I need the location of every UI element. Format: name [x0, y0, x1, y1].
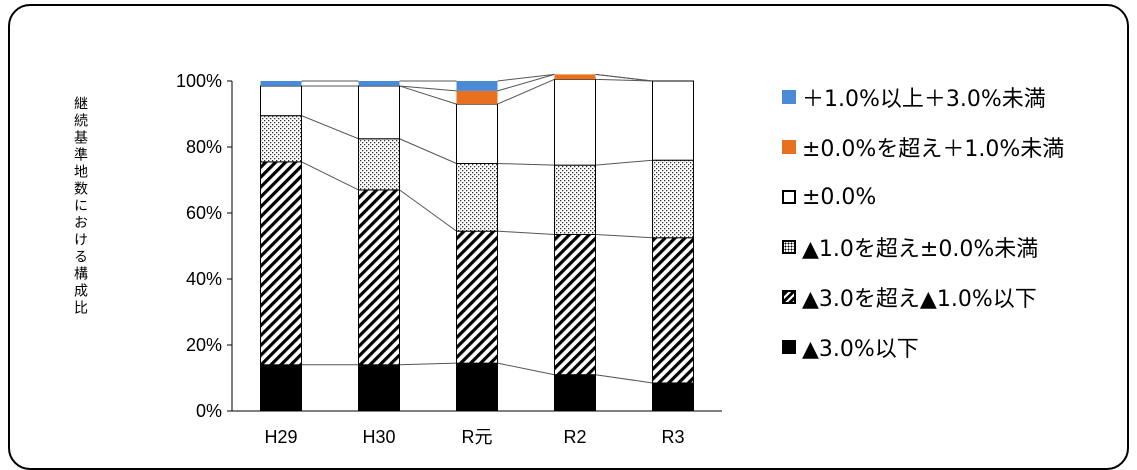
legend-swatch	[782, 240, 796, 254]
series-connector-line	[595, 73, 653, 82]
legend-item: ±0.0%	[782, 172, 1064, 222]
bar-segment	[260, 85, 302, 117]
legend-item: ▲1.0を超え±0.0%未満	[782, 222, 1064, 272]
bar-segment	[652, 159, 694, 239]
legend-item: ＋1.0%以上＋3.0%未満	[782, 72, 1064, 122]
bar-segment	[456, 362, 498, 412]
bar-segment	[554, 164, 596, 235]
y-tick-label: 0%	[196, 401, 222, 421]
y-tick-label: 100%	[176, 71, 222, 91]
legend-label: ▲3.0を超え▲1.0%以下	[802, 287, 1037, 312]
bar-segment	[456, 230, 498, 364]
x-tick-label: H29	[264, 427, 297, 447]
series-connector-line	[399, 85, 457, 92]
bar-segment	[554, 233, 596, 376]
legend-swatch	[782, 290, 796, 304]
y-tick-label: 60%	[186, 203, 222, 223]
legend-label: ±0.0%を超え＋1.0%未満	[802, 137, 1065, 162]
bar-segment	[358, 364, 400, 412]
bar-segment	[260, 115, 302, 163]
bar-segment	[554, 78, 596, 166]
legend-item: ▲3.0を超え▲1.0%以下	[782, 272, 1064, 322]
bar-segment	[260, 161, 302, 366]
x-tick-label: R元	[462, 427, 493, 447]
x-tick-label: R3	[661, 427, 684, 447]
bar-segment	[456, 103, 498, 164]
legend-label: ▲1.0を超え±0.0%未満	[802, 237, 1039, 262]
series-connector-line	[399, 362, 457, 366]
bar-segment	[260, 81, 302, 86]
x-tick-label: R2	[563, 427, 586, 447]
series-connector-line	[595, 374, 653, 384]
series-connector-line	[301, 161, 359, 191]
bar-segment	[456, 163, 498, 232]
legend-swatch	[782, 190, 796, 204]
series-connector-line	[301, 115, 359, 140]
x-tick-label: H30	[362, 427, 395, 447]
bar-segment	[554, 74, 596, 80]
bar-segment	[456, 81, 498, 91]
bar-segment	[358, 189, 400, 366]
series-connector-line	[595, 233, 653, 239]
bar-segment	[652, 237, 694, 384]
series-connector-line	[595, 159, 653, 166]
y-axis-title: 継続基準地数における構成比	[72, 96, 88, 317]
y-tick-label: 80%	[186, 137, 222, 157]
y-tick-label: 40%	[186, 269, 222, 289]
series-connector-line	[497, 73, 555, 82]
series-connector-line	[595, 78, 653, 82]
legend-item: ±0.0%を超え＋1.0%未満	[782, 122, 1064, 172]
bar-segment	[456, 90, 498, 105]
legend-swatch	[782, 340, 796, 354]
series-connector-line	[399, 189, 457, 232]
bar-segment	[358, 85, 400, 140]
legend-swatch	[782, 140, 796, 154]
bar-segment	[358, 138, 400, 191]
series-connector-line	[497, 230, 555, 235]
series-connector-line	[497, 163, 555, 166]
series-connector-line	[399, 85, 457, 105]
legend-label: ＋1.0%以上＋3.0%未満	[802, 87, 1046, 112]
bar-segment	[554, 374, 596, 412]
series-connector-line	[497, 73, 555, 92]
legend-label: ▲3.0%以下	[802, 337, 919, 362]
series-connector-line	[497, 78, 555, 105]
bar-segment	[260, 364, 302, 412]
bar-segment	[358, 81, 400, 86]
legend-label: ±0.0%	[802, 184, 877, 210]
y-tick-label: 20%	[186, 335, 222, 355]
series-connector-line	[497, 362, 555, 376]
bar-segment	[652, 382, 694, 412]
bar-segment	[652, 80, 694, 161]
series-connector-line	[399, 138, 457, 164]
legend-item: ▲3.0%以下	[782, 322, 1064, 372]
legend-swatch	[782, 90, 796, 104]
chart-legend: ＋1.0%以上＋3.0%未満 ±0.0%を超え＋1.0%未満 ±0.0% ▲1.0を超…	[782, 72, 1064, 372]
